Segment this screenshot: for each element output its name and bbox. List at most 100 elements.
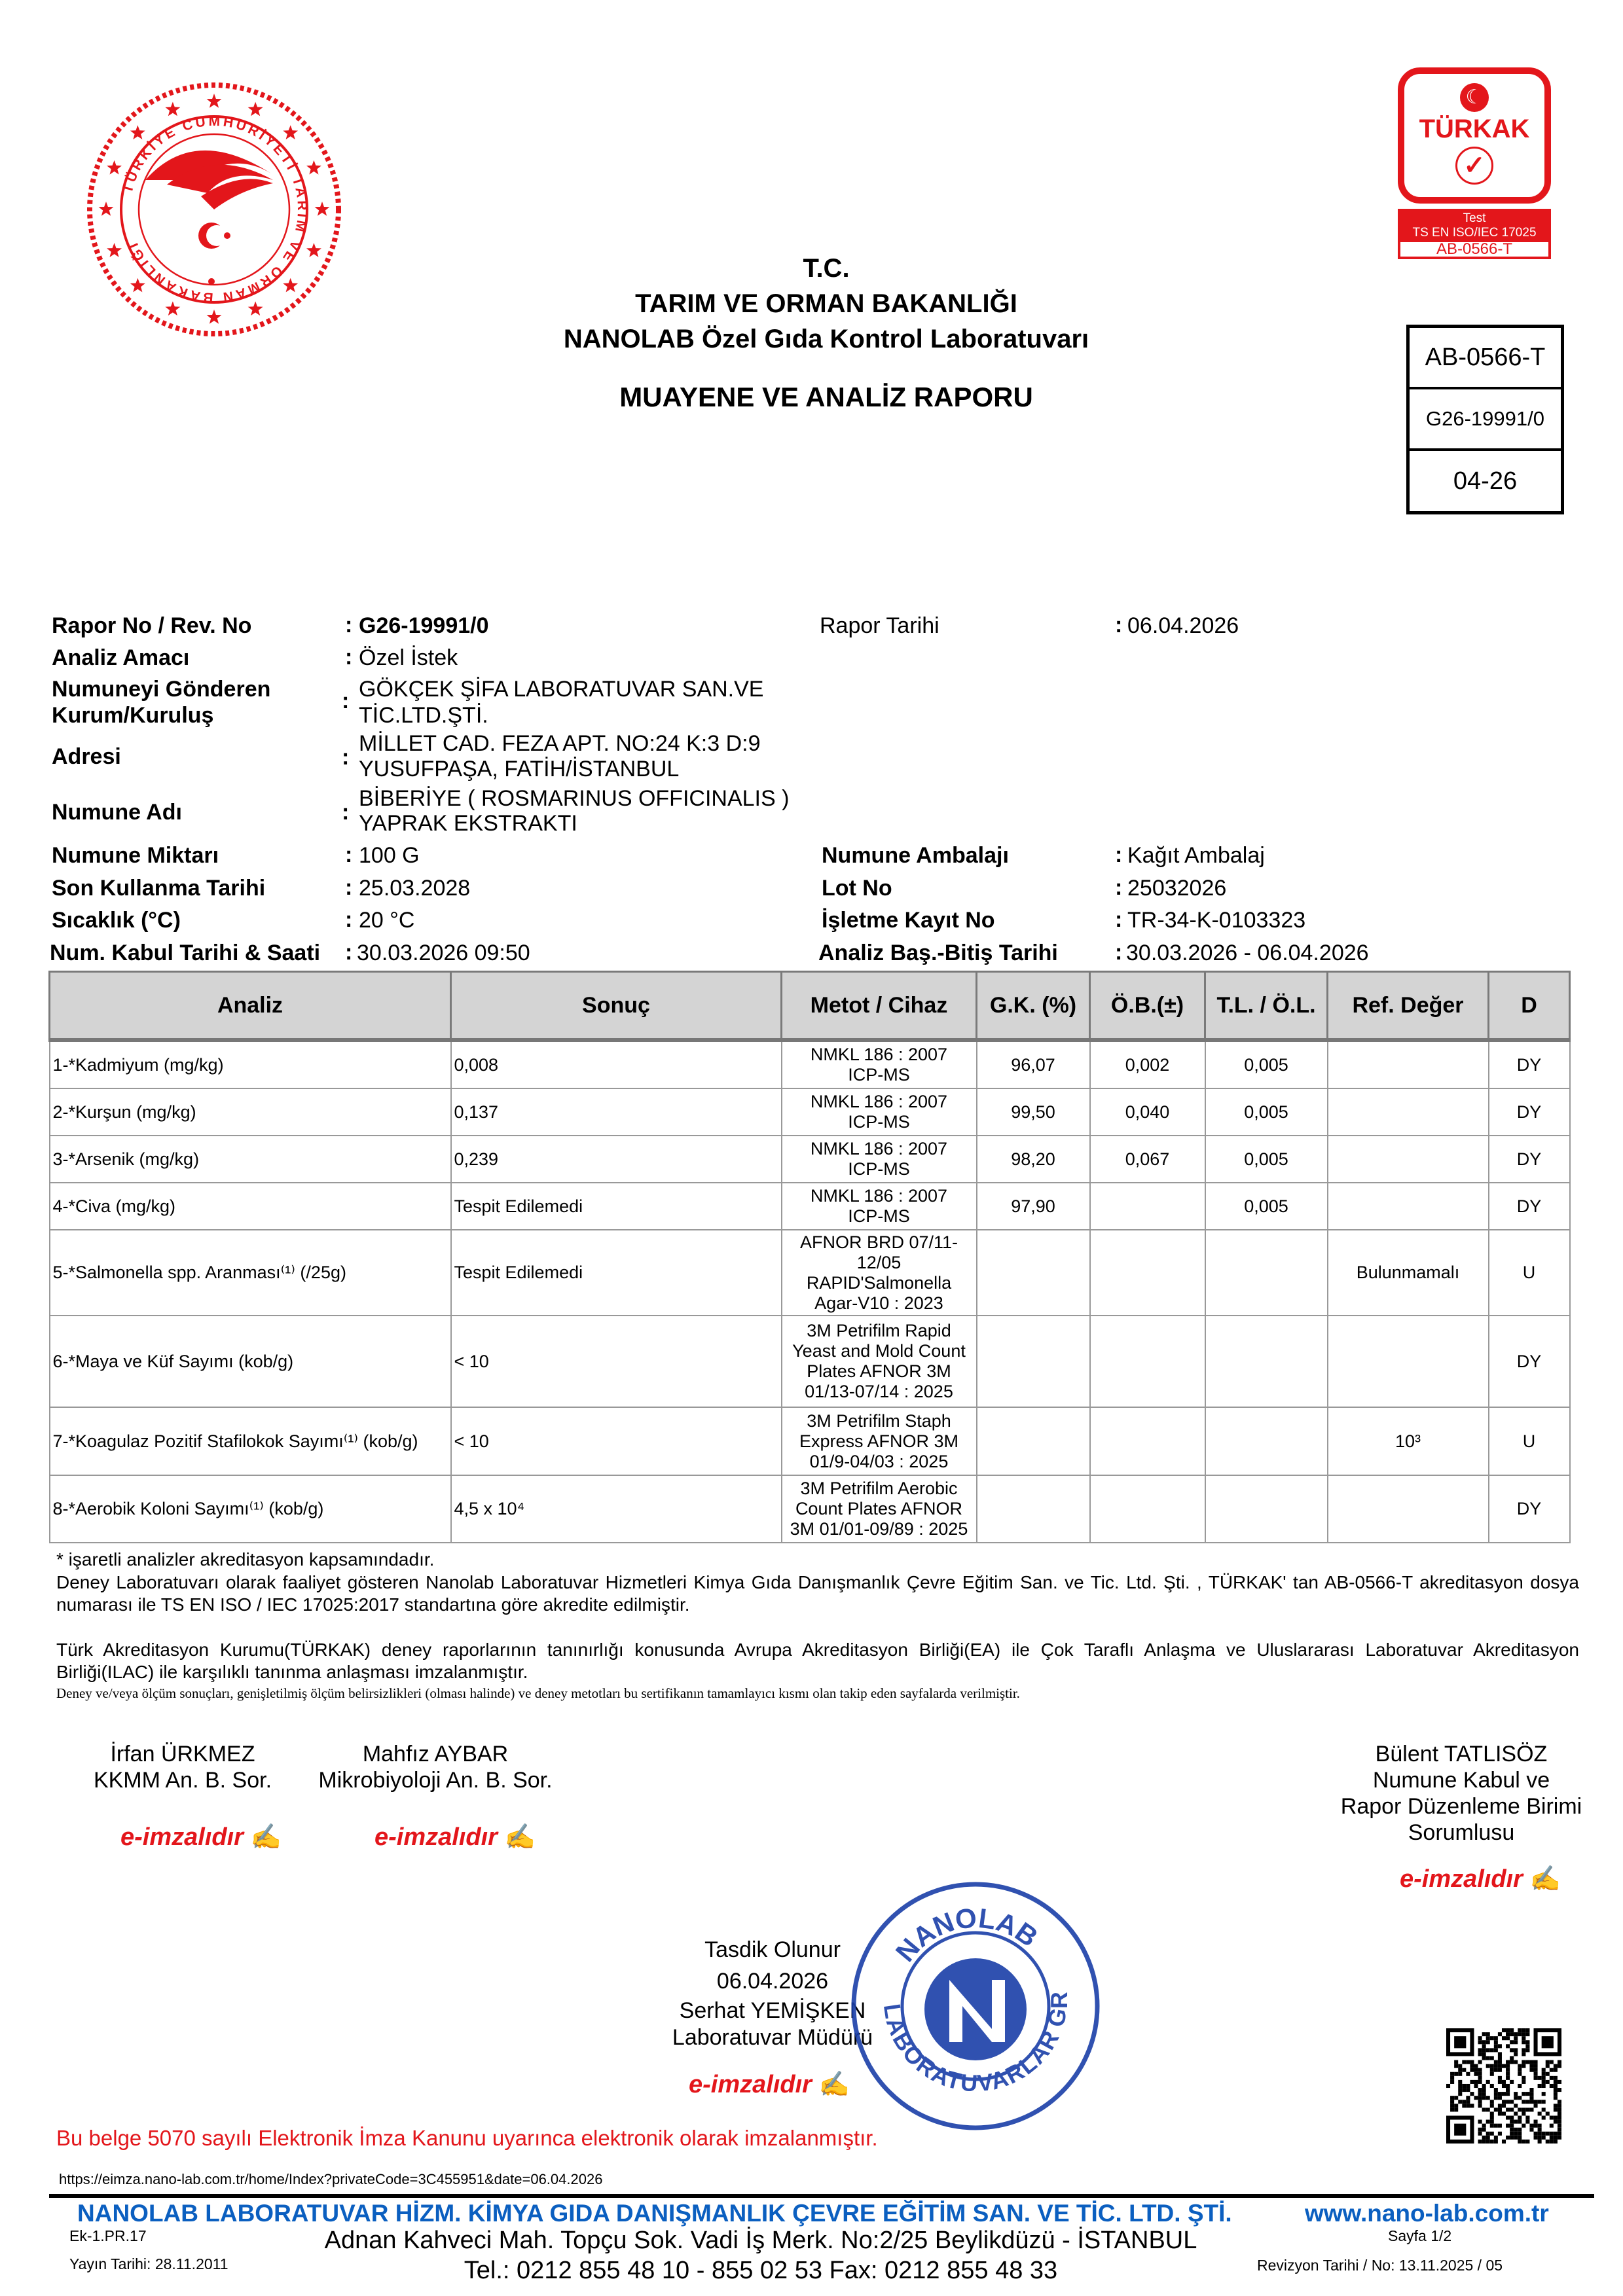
esign-mark-1: e-imzalıdır ✍: [120, 1823, 282, 1851]
uncertainty-note: Deney ve/veya ölçüm sonuçları, genişleti…: [56, 1685, 1020, 1701]
star-icon: [306, 243, 321, 257]
esign-legal-statement: Bu belge 5070 sayılı Elektronik İmza Kan…: [56, 2126, 878, 2150]
pen-icon: ✍: [497, 1823, 536, 1851]
analiz-amaci-label: Analiz Amacı: [52, 645, 190, 670]
decision-cell: DY: [1487, 1182, 1571, 1230]
skt-label: Son Kullanma Tarihi: [52, 876, 266, 901]
analysis-name-cell: 6-*Maya ve Küf Sayımı (kob/g): [48, 1315, 452, 1408]
lot-label: Lot No: [822, 876, 892, 901]
footer-address: Adnan Kahveci Mah. Topçu Sok. Vadi İş Me…: [324, 2227, 1197, 2254]
analysis-name-cell: 5-*Salmonella spp. Aranması⁽¹⁾ (/25g): [48, 1229, 452, 1316]
gonderen-label-1: Numuneyi Gönderen: [52, 677, 271, 702]
table-row: 3-*Arsenik (mg/kg) 0,239 NMKL 186 : 2007 I…: [48, 1135, 1571, 1183]
detection-limit-cell: 0,005: [1204, 1135, 1328, 1183]
signer-title: Rapor Düzenleme Birimi: [1340, 1794, 1582, 1819]
table-row: 8-*Aerobik Koloni Sayımı⁽¹⁾ (kob/g) 4,5 x…: [48, 1475, 1571, 1543]
footer-publish-date: Yayın Tarihi: 28.11.2011: [69, 2255, 228, 2272]
nanolab-stamp: NANOLAB LABORATUVARLAR GRUBU: [845, 1875, 1100, 2130]
approval-label: Tasdik Olunur: [704, 1937, 841, 1962]
column-header: Ö.B.(±): [1089, 971, 1206, 1042]
analiz-tarih-label: Analiz Baş.-Bitiş Tarihi: [818, 941, 1058, 965]
result-cell: 0,239: [450, 1135, 782, 1183]
adres-value-1: MİLLET CAD. FEZA APT. NO:24 K:3 D:9: [359, 731, 761, 756]
footer-form-code: Ek-1.PR.17: [69, 2227, 147, 2244]
turkak-code: AB-0566-T: [1400, 242, 1548, 257]
table-row: 1-*Kadmiyum (mg/kg) 0,008 NMKL 186 : 2007 …: [48, 1039, 1571, 1089]
footer-website[interactable]: www.nano-lab.com.tr: [1305, 2200, 1549, 2227]
result-cell: < 10: [450, 1407, 782, 1476]
star-icon: [247, 101, 263, 117]
method-cell: NMKL 186 : 2007 ICP-MS: [780, 1088, 977, 1136]
numune-adi-label: Numune Adı: [52, 800, 182, 825]
detection-limit-cell: 0,005: [1204, 1088, 1328, 1136]
report-period: 04-26: [1453, 467, 1518, 495]
accreditation-note: * işaretli analizler akreditasyon kapsam…: [56, 1549, 435, 1570]
reference-value-cell: [1326, 1135, 1489, 1183]
adres-label: Adresi: [52, 744, 121, 769]
skt-value: 25.03.2028: [359, 876, 471, 901]
rapor-no-label: Rapor No / Rev. No: [52, 613, 252, 638]
column-header: G.K. (%): [976, 971, 1091, 1042]
recovery-cell: 98,20: [976, 1135, 1091, 1183]
reference-value-cell: [1326, 1182, 1489, 1230]
method-cell: 3M Petrifilm Rapid Yeast and Mold Count …: [780, 1315, 977, 1408]
signer-name: Mahfız AYBAR: [362, 1742, 509, 1767]
decision-cell: DY: [1487, 1135, 1571, 1183]
recovery-cell: [976, 1315, 1091, 1408]
ambalaj-label: Numune Ambalajı: [822, 843, 1009, 868]
star-icon: [206, 94, 222, 108]
star-icon: [107, 160, 122, 175]
crescent-icon: ☾: [1460, 83, 1489, 112]
signer-name: Bülent TATLISÖZ: [1375, 1742, 1548, 1767]
star-icon: [98, 202, 114, 216]
detection-limit-cell: 0,005: [1204, 1039, 1328, 1089]
method-cell: NMKL 186 : 2007 ICP-MS: [780, 1039, 977, 1089]
footer-divider: [49, 2194, 1594, 2198]
approval-block: Tasdik Olunur 06.04.2026 Serhat YEMİŞKEN…: [648, 1934, 897, 2051]
turkak-standard: TS EN ISO/IEC 17025: [1412, 226, 1537, 240]
uncertainty-cell: [1089, 1407, 1206, 1476]
table-header-row: Analiz Sonuç Metot / Cihaz G.K. (%) Ö.B.(±) T…: [48, 971, 1571, 1042]
signer-title: KKMM An. B. Sor.: [93, 1768, 272, 1793]
header-lab: NANOLAB Özel Gıda Kontrol Laboratuvarı: [563, 325, 1089, 353]
column-header: Sonuç: [450, 971, 782, 1042]
reference-value-cell: [1326, 1475, 1489, 1543]
method-cell: AFNOR BRD 07/11- 12/05 RAPID'Salmonella …: [780, 1229, 977, 1316]
star-icon: [247, 301, 263, 316]
table-row: 4-*Civa (mg/kg) Tespit Edilemedi NMKL 186 …: [48, 1182, 1571, 1230]
decision-cell: DY: [1487, 1475, 1571, 1543]
uncertainty-cell: [1089, 1229, 1206, 1316]
analiz-amaci-value: Özel İstek: [359, 645, 458, 670]
star-icon: [283, 278, 299, 293]
miktar-value: 100 G: [359, 843, 420, 868]
check-icon: ✓: [1455, 147, 1493, 185]
recovery-cell: 97,90: [976, 1182, 1091, 1230]
column-header: D: [1487, 971, 1571, 1042]
table-row: 6-*Maya ve Küf Sayımı (kob/g) < 10 3M Petr…: [48, 1315, 1571, 1408]
recovery-cell: [976, 1407, 1091, 1476]
method-cell: NMKL 186 : 2007 ICP-MS: [780, 1135, 977, 1183]
uncertainty-cell: 0,002: [1089, 1039, 1206, 1089]
verification-url[interactable]: https://eimza.nano-lab.com.tr/home/Index…: [59, 2171, 603, 2187]
table-row: 2-*Kurşun (mg/kg) 0,137 NMKL 186 : 2007 IC…: [48, 1088, 1571, 1136]
approval-date: 06.04.2026: [716, 1969, 829, 1994]
signature-block-1: İrfan ÜRKMEZ KKMM An. B. Sor.: [65, 1741, 301, 1793]
lot-value: 25032026: [1127, 876, 1227, 901]
decision-cell: DY: [1487, 1039, 1571, 1089]
result-cell: Tespit Edilemedi: [450, 1182, 782, 1230]
esign-mark-approval: e-imzalıdır ✍: [689, 2071, 850, 2098]
rapor-no-value: G26-19991/0: [359, 613, 489, 638]
analysis-name-cell: 4-*Civa (mg/kg): [48, 1182, 452, 1230]
esign-mark-3: e-imzalıdır ✍: [1400, 1865, 1561, 1893]
gonderen-value-1: GÖKÇEK ŞİFA LABORATUVAR SAN.VE: [359, 677, 764, 702]
method-cell: 3M Petrifilm Aerobic Count Plates AFNOR …: [780, 1475, 977, 1543]
result-cell: 0,137: [450, 1088, 782, 1136]
uncertainty-cell: [1089, 1315, 1206, 1408]
gonderen-label-2: Kurum/Kuruluş: [52, 703, 214, 728]
pen-icon: ✍: [811, 2071, 850, 2098]
column-header: Analiz: [48, 971, 452, 1042]
pen-icon: ✍: [1522, 1865, 1561, 1893]
qr-code[interactable]: [1446, 2028, 1561, 2144]
method-cell: 3M Petrifilm Staph Express AFNOR 3M 01/9…: [780, 1407, 977, 1476]
star-icon: [165, 101, 181, 117]
